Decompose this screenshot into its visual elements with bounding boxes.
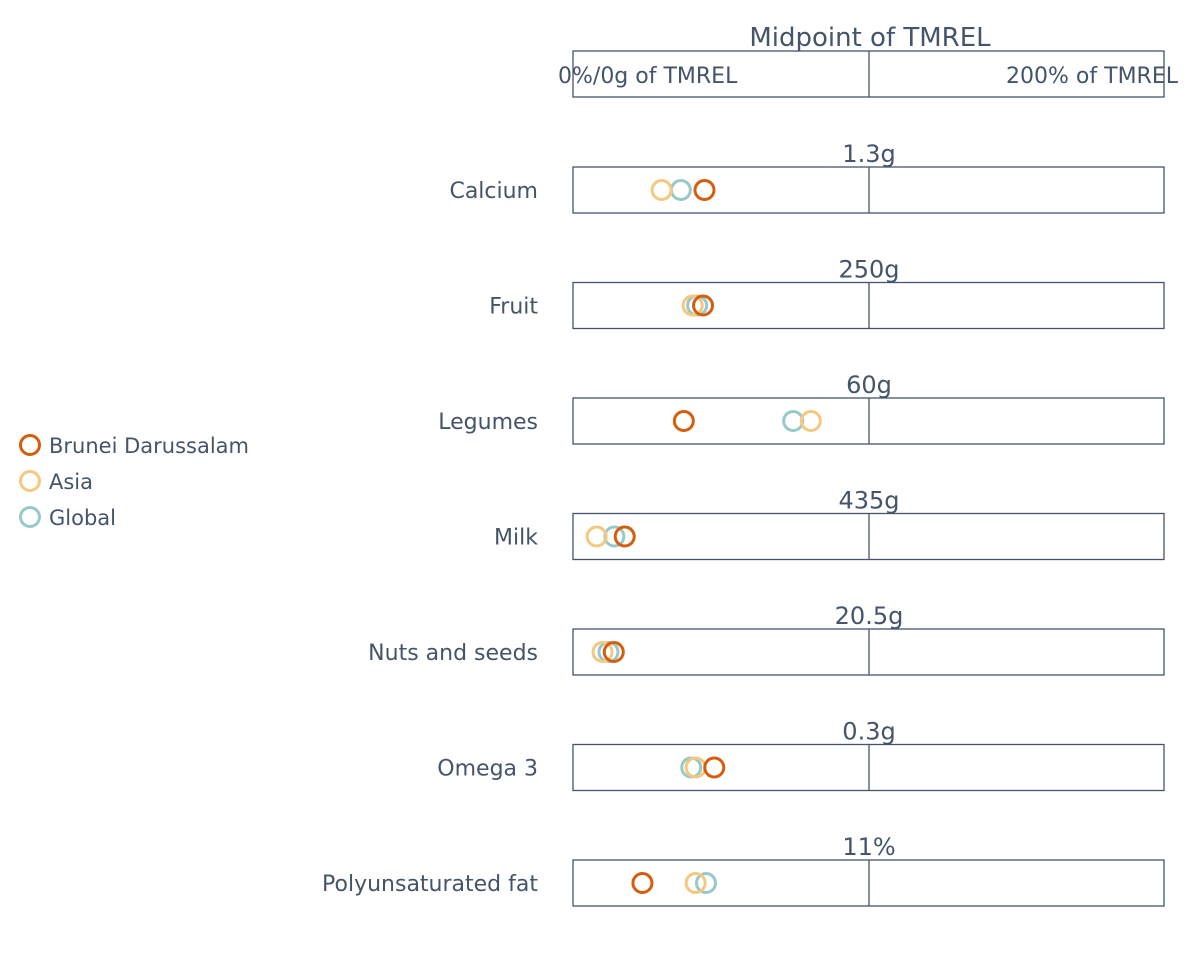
data-point (602, 641, 625, 663)
legend-label: Brunei Darussalam (49, 434, 249, 458)
legend-marker (19, 434, 41, 456)
midpoint-label: 250g (838, 256, 899, 284)
row-label: Omega 3 (437, 757, 538, 782)
data-point (585, 525, 608, 548)
data-point (693, 179, 716, 201)
row-label: Calcium (449, 179, 538, 204)
data-point (684, 756, 707, 779)
data-point (799, 410, 822, 432)
data-point (669, 179, 692, 201)
data-point (681, 294, 704, 317)
header-left-label: 0%/0g of TMREL (558, 64, 738, 89)
data-point (703, 756, 726, 779)
legend-marker (19, 470, 41, 492)
data-point (684, 872, 707, 894)
legend-marker (19, 506, 41, 528)
rows-group: Calcium 1.3g Fruit 250g Legumes 60g Milk 435g Nu… (322, 140, 1165, 907)
data-point (694, 872, 717, 894)
midpoint-label: 20.5g (835, 602, 904, 630)
row-label: Milk (494, 526, 538, 551)
midpoint-label: 60g (846, 371, 892, 399)
legend: Brunei Darussalam Asia Global (19, 434, 249, 530)
data-point (680, 756, 703, 779)
midpoint-label: 0.3g (842, 718, 895, 746)
midpoint-label: 11% (842, 833, 895, 861)
chart-row: Legumes 60g (438, 371, 1165, 445)
header-right-label: 200% of TMREL (1006, 64, 1179, 89)
chart-row: Polyunsaturated fat 11% (322, 833, 1165, 907)
data-point (631, 872, 654, 894)
chart-row: Milk 435g (494, 487, 1165, 561)
midpoint-label: 435g (838, 487, 899, 515)
chart-row: Nuts and seeds 20.5g (368, 602, 1165, 676)
row-label: Fruit (489, 295, 538, 320)
midpoint-label: 1.3g (842, 140, 895, 168)
row-label: Polyunsaturated fat (322, 872, 538, 897)
chart-row: Fruit 250g (489, 256, 1165, 330)
legend-label: Global (49, 506, 116, 530)
row-label: Legumes (438, 410, 538, 435)
header-panel: Midpoint of TMREL 0%/0g of TMREL 200% of… (558, 23, 1179, 98)
data-point (591, 641, 614, 663)
row-label: Nuts and seeds (368, 641, 538, 666)
data-point (613, 525, 636, 548)
data-point (782, 410, 805, 432)
header-title: Midpoint of TMREL (749, 23, 991, 53)
chart-row: Omega 3 0.3g (437, 718, 1165, 792)
data-point (672, 410, 695, 432)
legend-label: Asia (49, 470, 93, 494)
data-point (650, 179, 673, 201)
data-point (692, 294, 715, 317)
chart-row: Calcium 1.3g (449, 140, 1165, 214)
